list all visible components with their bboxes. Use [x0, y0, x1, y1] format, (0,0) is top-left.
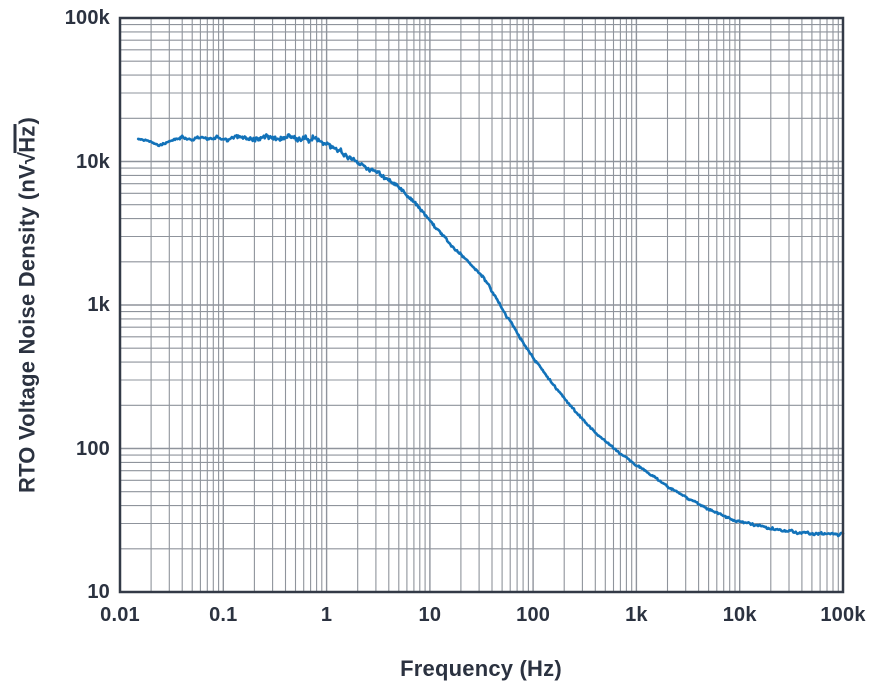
sqrt-radicand: Hz	[13, 124, 40, 153]
plot-frame	[118, 16, 845, 594]
sqrt-symbol: √	[14, 151, 40, 165]
x-tick-label: 1k	[625, 604, 648, 626]
y-tick-label: 1k	[87, 294, 110, 316]
y-tick-label: 10k	[76, 150, 110, 173]
x-tick-label: 100k	[820, 604, 866, 626]
noise-density-curve	[136, 133, 845, 538]
grid-major-lines	[120, 18, 843, 592]
y-axis-title-prefix: RTO Voltage Noise Density (nV	[14, 164, 40, 494]
y-tick-label: 100k	[64, 7, 110, 29]
x-tick-label: 0.01	[100, 604, 140, 626]
y-tick-label: 10	[87, 581, 110, 603]
x-tick-label: 10	[418, 604, 442, 626]
y-axis-title: RTO Voltage Noise Density (nV√Hz)	[13, 116, 41, 494]
x-axis-title: Frequency (Hz)	[400, 656, 562, 681]
x-tick-label: 1	[320, 604, 333, 626]
x-tick-label: 0.1	[209, 604, 238, 626]
y-tick-label: 100	[76, 437, 110, 460]
y-axis-title-suffix: )	[14, 116, 40, 125]
x-tick-label: 100	[516, 604, 551, 626]
x-tick-label: 10k	[722, 604, 757, 626]
